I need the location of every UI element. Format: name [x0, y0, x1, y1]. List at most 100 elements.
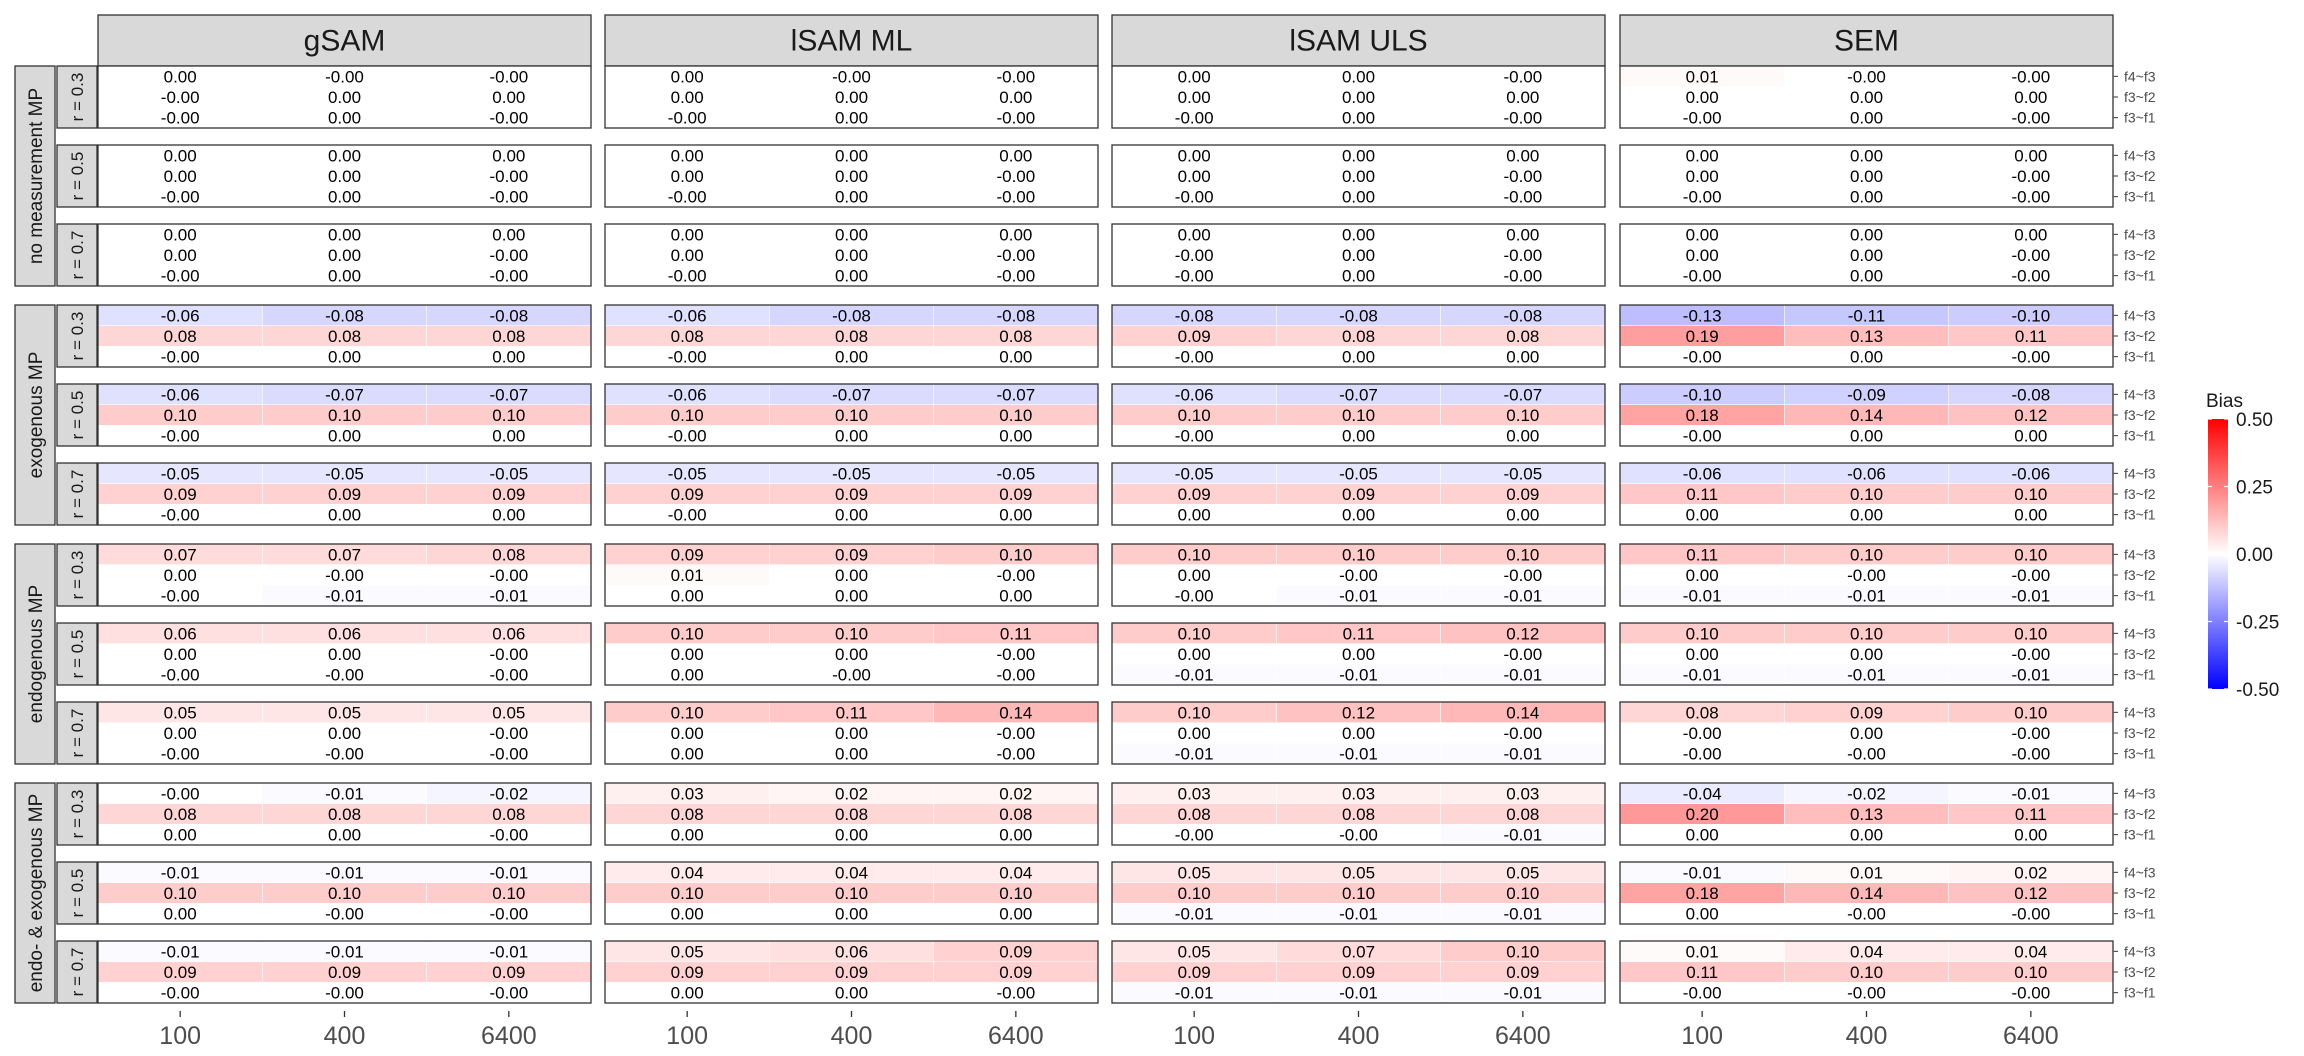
- x-tick-label: 100: [1173, 1022, 1215, 1050]
- y-tick-label: f3~f2: [2124, 646, 2156, 662]
- cell-value-label: 0.00: [1178, 645, 1211, 664]
- cell-value-label: 0.18: [1686, 406, 1719, 425]
- panel-border: [604, 861, 1099, 925]
- cell-value-label: 0.13: [1850, 327, 1883, 346]
- cell-value-label: -0.00: [996, 109, 1035, 128]
- cell-value-label: -0.00: [489, 826, 528, 845]
- cell-value-label: 0.10: [671, 703, 704, 722]
- row-group-strip-4: [14, 782, 56, 1004]
- cell-value-label: 0.00: [671, 905, 704, 924]
- cell-value-label: -0.00: [161, 984, 200, 1003]
- cell-value-label: 0.00: [835, 645, 868, 664]
- cell-value-label: 0.00: [2014, 88, 2047, 107]
- x-tick-label: 6400: [988, 1022, 1044, 1050]
- cell-value-label: 0.05: [164, 703, 197, 722]
- cell-value-label: -0.01: [2011, 666, 2050, 685]
- cell-value-label: 0.10: [2014, 703, 2047, 722]
- sub-row-label: r = 0.3: [68, 551, 87, 600]
- cell-value-label: 0.10: [1686, 624, 1719, 643]
- cell-value-label: 0.08: [671, 327, 704, 346]
- cell-value-label: 0.00: [1686, 645, 1719, 664]
- y-tick-label: f4~f3: [2124, 943, 2156, 959]
- cell-value-label: -0.00: [161, 427, 200, 446]
- sub-row-label: r = 0.3: [68, 790, 87, 839]
- cell-value-label: 0.00: [999, 88, 1032, 107]
- cell-value-label: 0.09: [1178, 963, 1211, 982]
- cell-value-label: -0.00: [161, 88, 200, 107]
- cell-value-label: 0.00: [671, 246, 704, 265]
- sub-row-strip: [56, 782, 98, 846]
- cell-value-label: -0.01: [161, 863, 200, 882]
- cell-value-label: 0.06: [835, 942, 868, 961]
- x-tick-label: 400: [1846, 1022, 1888, 1050]
- cell-value-label: 0.03: [1342, 784, 1375, 803]
- cell-value-label: 0.00: [328, 246, 361, 265]
- y-tick-label: f3~f2: [2124, 89, 2156, 105]
- cell-value-label: 0.00: [1178, 146, 1211, 165]
- cell-value-label: -0.01: [1503, 905, 1542, 924]
- x-tick-label: 100: [159, 1022, 201, 1050]
- cell-value-label: -0.00: [489, 109, 528, 128]
- cell-value-label: -0.01: [161, 942, 200, 961]
- panel-border: [97, 782, 592, 846]
- cell-value-label: -0.00: [1683, 267, 1722, 286]
- cell-value-label: 0.08: [328, 805, 361, 824]
- cell-value-label: 0.00: [328, 348, 361, 367]
- cell-value-label: 0.00: [164, 167, 197, 186]
- cell-value-label: 0.00: [1342, 146, 1375, 165]
- cell-value-label: -0.00: [1683, 427, 1722, 446]
- col-strip-3: [1111, 14, 1606, 67]
- cell-value-label: 0.10: [999, 406, 1032, 425]
- cell-value-label: 0.00: [328, 826, 361, 845]
- cell-value-label: 0.05: [328, 703, 361, 722]
- cell-value-label: 0.00: [835, 246, 868, 265]
- cell-value-label: -0.00: [1847, 566, 1886, 585]
- legend-colorbar: [2208, 419, 2228, 689]
- cell-value-label: -0.00: [668, 267, 707, 286]
- cell-value-label: 0.08: [1342, 327, 1375, 346]
- cell-value-label: 0.00: [1178, 88, 1211, 107]
- cell-value-label: -0.00: [325, 905, 364, 924]
- cell-value-label: -0.05: [325, 464, 364, 483]
- cell-value-label: 0.09: [164, 485, 197, 504]
- cell-value-label: -0.00: [1847, 905, 1886, 924]
- sub-row-strip: [56, 861, 98, 925]
- cell-value-label: 0.00: [999, 348, 1032, 367]
- cell-value-label: -0.00: [489, 246, 528, 265]
- cell-value-label: -0.07: [325, 385, 364, 404]
- cell-value-label: 0.04: [1850, 942, 1883, 961]
- cell-value-label: 0.00: [1342, 348, 1375, 367]
- cell-value-label: 0.09: [328, 485, 361, 504]
- cell-value-label: -0.07: [996, 385, 1035, 404]
- cell-value-label: 0.10: [835, 884, 868, 903]
- cell-value-label: 0.00: [2014, 826, 2047, 845]
- cell-value-label: 0.00: [835, 88, 868, 107]
- row-group-strip-3: [14, 543, 56, 765]
- panel-border: [1111, 65, 1606, 129]
- cell-value-label: -0.00: [1503, 267, 1542, 286]
- cell-value-label: 0.09: [1506, 485, 1539, 504]
- cell-value-label: -0.01: [1339, 587, 1378, 606]
- panel-border: [604, 223, 1099, 287]
- cell-value-label: 0.10: [835, 406, 868, 425]
- cell-value-label: 0.00: [1178, 724, 1211, 743]
- cell-value-label: -0.00: [1503, 724, 1542, 743]
- cell-value-label: -0.00: [489, 905, 528, 924]
- cell-value-label: 0.00: [671, 167, 704, 186]
- cell-value-label: 0.08: [835, 805, 868, 824]
- cell-value-label: 0.00: [999, 905, 1032, 924]
- cell-value-label: 0.00: [835, 506, 868, 525]
- cell-value-label: 0.08: [1178, 805, 1211, 824]
- cell-value-label: 0.00: [671, 984, 704, 1003]
- y-tick-label: f3~f1: [2124, 746, 2156, 762]
- cell-value-label: 0.00: [1686, 88, 1719, 107]
- cell-value-label: 0.00: [328, 724, 361, 743]
- cell-value-label: -0.11: [1848, 306, 1886, 325]
- sub-row-strip: [56, 144, 98, 208]
- cell-value-label: -0.00: [1503, 67, 1542, 86]
- cell-value-label: -0.00: [1503, 188, 1542, 207]
- sub-row-label: r = 0.5: [68, 630, 87, 679]
- cell-value-label: 0.05: [492, 703, 525, 722]
- cell-value-label: 0.09: [671, 963, 704, 982]
- cell-value-label: 0.10: [1178, 406, 1211, 425]
